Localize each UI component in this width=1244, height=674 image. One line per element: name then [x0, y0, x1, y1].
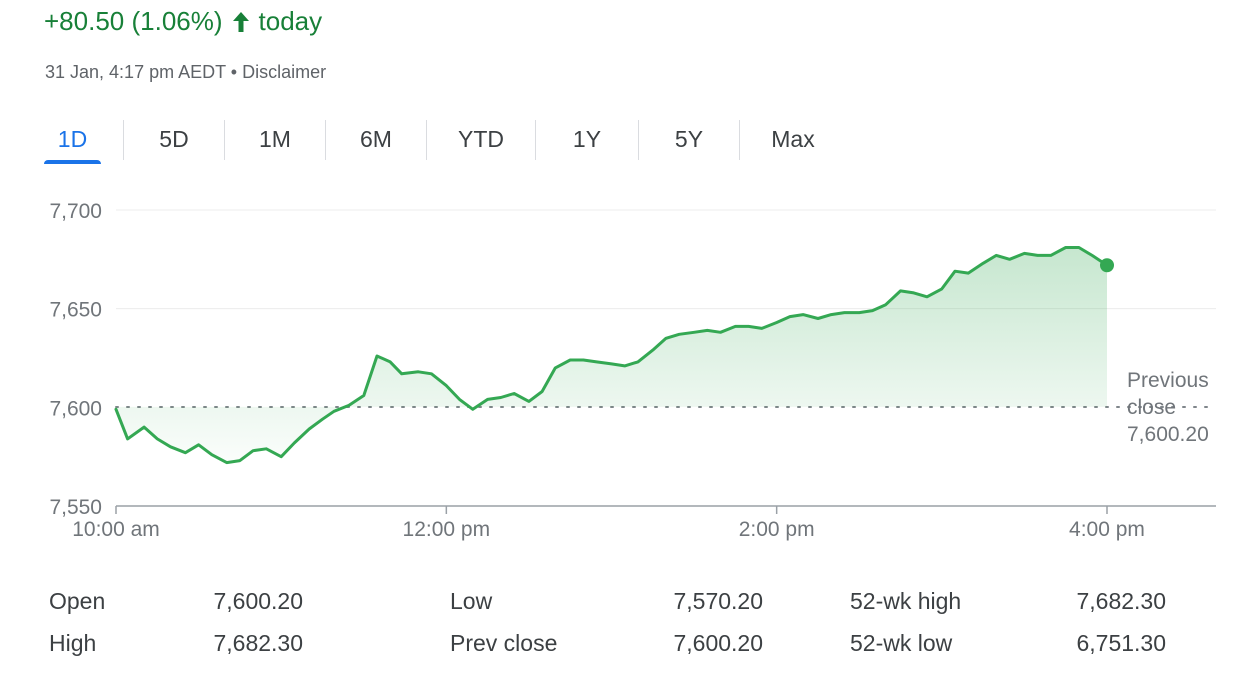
price-change: +80.50 (1.06%) today: [44, 6, 322, 37]
stat-value-low: 7,570.20: [673, 588, 763, 614]
previous-close-label: Previous close 7,600.20: [1127, 369, 1209, 446]
stat-label-prev-close: Prev close: [450, 630, 558, 656]
x-tick-label: 4:00 pm: [1069, 518, 1145, 541]
y-tick-label: 7,700: [49, 200, 102, 223]
series-area: [116, 247, 1107, 463]
stat-value-open: 7,600.20: [213, 588, 303, 614]
tab-1d[interactable]: 1D: [44, 118, 101, 164]
stat-value-52wk-high: 7,682.30: [1076, 588, 1166, 614]
tab-5d[interactable]: 5D: [159, 126, 189, 152]
stat-value-high: 7,682.30: [213, 630, 303, 656]
disclaimer-link[interactable]: Disclaimer: [242, 62, 327, 82]
x-tick-label: 10:00 am: [72, 518, 160, 541]
series-line: [114, 246, 1109, 465]
stat-label-52wk-high: 52-wk high: [850, 588, 962, 614]
stat-value-52wk-low: 6,751.30: [1076, 630, 1166, 656]
arrow-up-icon: [231, 9, 251, 35]
tab-divider: [535, 120, 536, 160]
tab-max[interactable]: Max: [771, 126, 815, 152]
timestamp-line: 31 Jan, 4:17 pm AEDT • Disclaimer: [45, 62, 326, 83]
x-tick-label: 12:00 pm: [403, 518, 491, 541]
tab-divider: [325, 120, 326, 160]
y-tick-label: 7,550: [49, 496, 102, 519]
stats-table: Open 7,600.20 High 7,682.30 Low 7,570.20…: [0, 582, 1244, 662]
y-tick-label: 7,600: [49, 397, 102, 420]
stat-label-open: Open: [49, 588, 106, 614]
stat-label-52wk-low: 52-wk low: [850, 630, 953, 656]
stat-label-low: Low: [450, 588, 493, 614]
tab-divider: [638, 120, 639, 160]
last-price-marker: [1100, 258, 1114, 273]
x-tick-label: 2:00 pm: [739, 518, 815, 541]
tab-divider: [224, 120, 225, 160]
stat-value-prev-close: 7,600.20: [673, 630, 763, 656]
separator: •: [230, 62, 238, 82]
tab-divider: [123, 120, 124, 160]
price-change-period: today: [258, 6, 323, 36]
tab-ytd[interactable]: YTD: [458, 126, 504, 152]
range-tabs: 1D 5D 1M 6M YTD 1Y 5Y Max: [44, 118, 846, 166]
price-change-value: +80.50 (1.06%): [44, 6, 223, 36]
tab-6m[interactable]: 6M: [360, 126, 392, 152]
stat-label-high: High: [49, 630, 97, 656]
tab-1y[interactable]: 1Y: [572, 126, 602, 152]
timestamp: 31 Jan, 4:17 pm AEDT: [45, 62, 226, 82]
tab-divider: [426, 120, 427, 160]
tab-divider: [739, 120, 740, 160]
y-tick-label: 7,650: [49, 299, 102, 322]
tab-5y[interactable]: 5Y: [674, 126, 704, 152]
tab-1m[interactable]: 1M: [259, 126, 291, 152]
